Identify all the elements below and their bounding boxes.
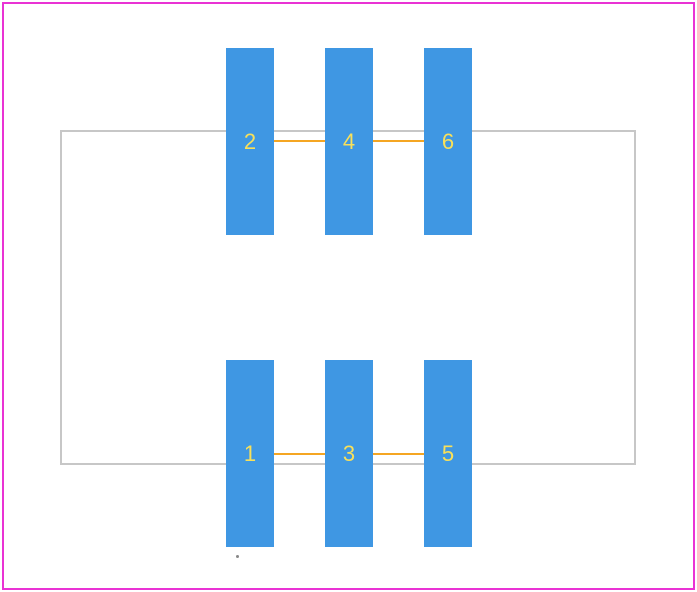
pad-5: 5 [424,360,472,547]
pad-3: 3 [325,360,373,547]
pad-label-5: 5 [442,441,454,467]
pad-label-6: 6 [442,129,454,155]
trace-top-1 [373,140,424,142]
trace-bottom-0 [274,453,325,455]
pad-label-3: 3 [343,441,355,467]
trace-bottom-1 [373,453,424,455]
trace-top-0 [274,140,325,142]
pad-4: 4 [325,48,373,235]
pad-label-1: 1 [244,441,256,467]
pad-label-2: 2 [244,129,256,155]
pad-1: 1 [226,360,274,547]
origin-marker [236,555,239,558]
pad-2: 2 [226,48,274,235]
pad-6: 6 [424,48,472,235]
pad-label-4: 4 [343,129,355,155]
